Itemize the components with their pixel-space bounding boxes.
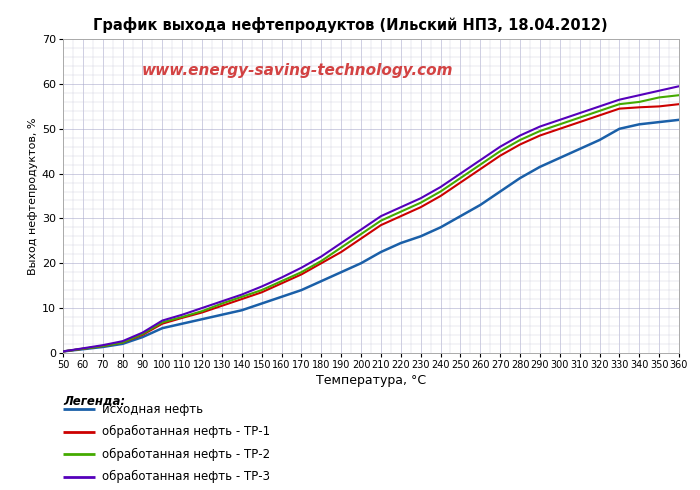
- Text: обработанная нефть - ТР-3: обработанная нефть - ТР-3: [102, 470, 270, 483]
- Text: обработанная нефть - ТР-2: обработанная нефть - ТР-2: [102, 448, 270, 461]
- Text: обработанная нефть - ТР-1: обработанная нефть - ТР-1: [102, 425, 270, 438]
- Text: www.energy-saving-technology.com: www.energy-saving-technology.com: [141, 63, 453, 78]
- X-axis label: Температура, °С: Температура, °С: [316, 374, 426, 387]
- Text: Легенда:: Легенда:: [63, 394, 125, 408]
- Y-axis label: Выход нефтепродуктов, %: Выход нефтепродуктов, %: [28, 117, 38, 275]
- Text: График выхода нефтепродуктов (Ильский НПЗ, 18.04.2012): График выхода нефтепродуктов (Ильский НП…: [92, 17, 608, 33]
- Text: исходная нефть: исходная нефть: [102, 403, 202, 416]
